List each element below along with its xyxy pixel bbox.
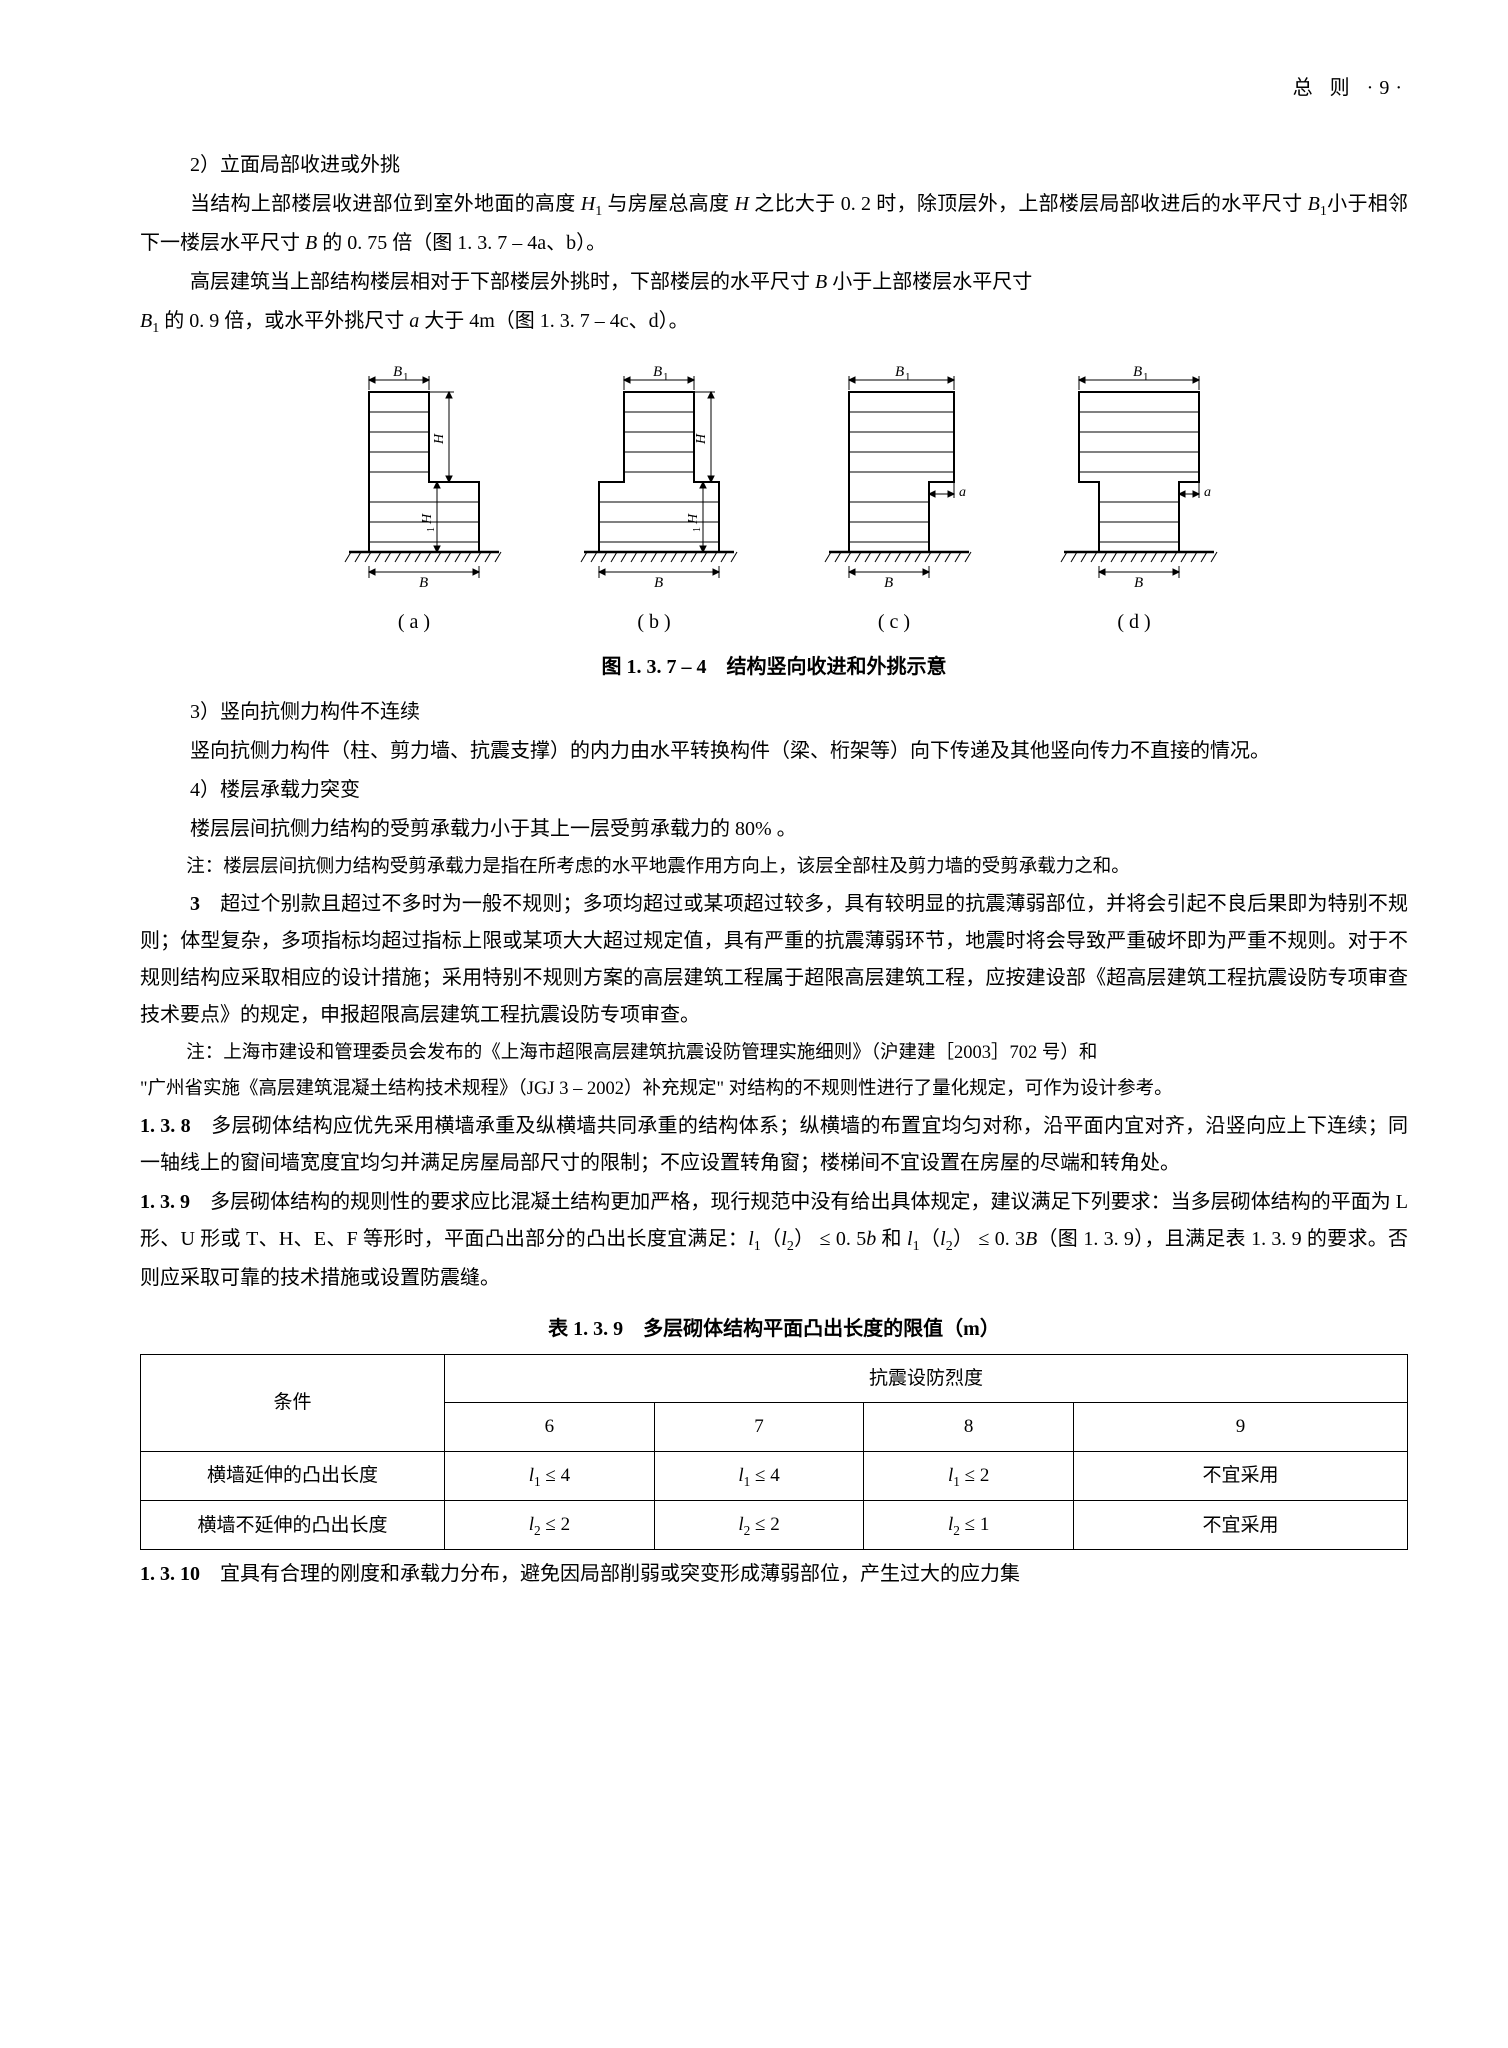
para-2-body: 当结构上部楼层收进部位到室外地面的高度 H1 与房屋总高度 H 之比大于 0. …	[140, 186, 1408, 262]
svg-text:1: 1	[403, 371, 409, 383]
table-caption: 表 1. 3. 9 多层砌体结构平面凸出长度的限值（m）	[140, 1311, 1408, 1348]
svg-text:1: 1	[692, 527, 703, 532]
svg-text:B: B	[895, 364, 904, 380]
para-item-4-body: 楼层层间抗侧力结构的受剪承载力小于其上一层受剪承载力的 80% 。	[140, 811, 1408, 848]
subfigure-b: B1 B H H1 ( b )	[559, 362, 749, 641]
svg-text:B: B	[654, 575, 663, 591]
svg-text:H: H	[420, 513, 435, 525]
section-1-3-9: 1. 3. 9 多层砌体结构的规则性的要求应比混凝土结构更加严格，现行规范中没有…	[140, 1184, 1408, 1297]
subfigure-c: B1 B a ( c )	[799, 362, 989, 641]
svg-text:B: B	[884, 575, 893, 591]
section-1-3-8: 1. 3. 8 多层砌体结构应优先采用横墙承重及纵横墙共同承重的结构体系；纵横墙…	[140, 1108, 1408, 1182]
subfigure-a: B1 B H1 H ( a )	[319, 362, 509, 641]
svg-text:B: B	[1134, 575, 1143, 591]
subfigure-d: B1 B a ( d )	[1039, 362, 1229, 641]
para-3b: B1 的 0. 9 倍，或水平外挑尺寸 a 大于 4m（图 1. 3. 7 – …	[140, 303, 1408, 342]
svg-text:B: B	[393, 364, 402, 380]
item-2: 2）立面局部收进或外挑	[140, 147, 1408, 184]
page-header: 总 则 ·9·	[140, 70, 1408, 107]
table-row: 横墙延伸的凸出长度 l1 ≤ 4 l1 ≤ 4 l1 ≤ 2 不宜采用	[141, 1451, 1408, 1500]
clause-3: 3 超过个别款且超过不多时为一般不规则；多项均超过或某项超过较多，具有较明显的抗…	[140, 886, 1408, 1034]
para-item-3-body: 竖向抗侧力构件（柱、剪力墙、抗震支撑）的内力由水平转换构件（梁、桁架等）向下传递…	[140, 733, 1408, 770]
svg-text:H: H	[694, 433, 709, 445]
table-row: 横墙不延伸的凸出长度 l2 ≤ 2 l2 ≤ 2 l2 ≤ 1 不宜采用	[141, 1501, 1408, 1550]
figure-1-3-7-4: B1 B H1 H ( a )	[140, 362, 1408, 686]
para-3: 高层建筑当上部结构楼层相对于下部楼层外挑时，下部楼层的水平尺寸 B 小于上部楼层…	[140, 264, 1408, 301]
item-4: 4）楼层承载力突变	[140, 772, 1408, 809]
svg-text:1: 1	[663, 371, 669, 383]
svg-text:H: H	[686, 513, 701, 525]
table-1-3-9: 条件 抗震设防烈度 6 7 8 9 横墙延伸的凸出长度 l1 ≤ 4 l1 ≤ …	[140, 1354, 1408, 1550]
svg-text:a: a	[959, 485, 966, 500]
svg-text:1: 1	[426, 527, 437, 532]
note-1: 注：楼层层间抗侧力结构受剪承载力是指在所考虑的水平地震作用方向上，该层全部柱及剪…	[140, 850, 1408, 884]
note-2b: "广州省实施《高层建筑混凝土结构技术规程》（JGJ 3 – 2002）补充规定"…	[140, 1072, 1408, 1106]
svg-text:H: H	[432, 433, 447, 445]
svg-text:B: B	[1133, 364, 1142, 380]
svg-text:1: 1	[1143, 371, 1149, 383]
section-1-3-10: 1. 3. 10 宜具有合理的刚度和承载力分布，避免因局部削弱或突变形成薄弱部位…	[140, 1556, 1408, 1593]
svg-text:a: a	[1204, 485, 1211, 500]
figure-caption: 图 1. 3. 7 – 4 结构竖向收进和外挑示意	[140, 649, 1408, 686]
svg-text:1: 1	[905, 371, 911, 383]
svg-text:B: B	[419, 575, 428, 591]
item-3: 3）竖向抗侧力构件不连续	[140, 694, 1408, 731]
note-2a: 注：上海市建设和管理委员会发布的《上海市超限高层建筑抗震设防管理实施细则》（沪建…	[140, 1036, 1408, 1070]
svg-text:B: B	[653, 364, 662, 380]
